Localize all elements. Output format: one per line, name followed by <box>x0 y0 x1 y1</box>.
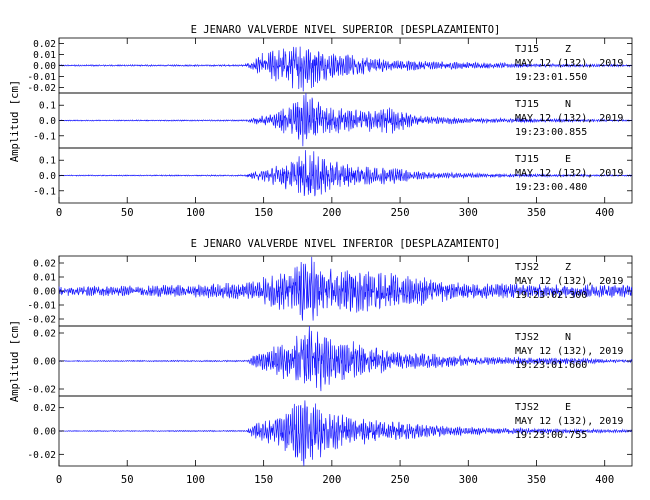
y-tick-label: -0.1 <box>33 186 56 197</box>
y-tick-label: 0.00 <box>33 427 56 438</box>
x-tick-label: 300 <box>459 474 478 486</box>
y-tick-label: 0.02 <box>33 329 56 340</box>
y-tick-label: -0.02 <box>27 315 56 326</box>
x-tick-label: 50 <box>121 207 134 219</box>
y-tick-label: 0.02 <box>33 39 56 50</box>
y-axis-label: Amplitud [cm] <box>9 320 21 402</box>
trace-start-time: 19:23:00.755 <box>515 430 587 441</box>
trace-date: MAY 12 (132), 2019 <box>515 113 623 124</box>
trace-start-time: 19:23:00.855 <box>515 127 587 138</box>
x-tick-label: 200 <box>322 207 341 219</box>
waveform-trace <box>58 92 633 147</box>
y-tick-label: -0.01 <box>27 301 56 312</box>
waveform-trace <box>58 46 633 92</box>
component-label: Z <box>565 262 571 273</box>
chart-title: E JENARO VALVERDE NIVEL INFERIOR [DESPLA… <box>191 238 501 250</box>
x-tick-label: 0 <box>56 474 62 486</box>
y-tick-label: 0.00 <box>33 61 56 72</box>
y-tick-label: 0.0 <box>39 116 56 127</box>
waveform-trace <box>58 150 633 197</box>
chart-title: E JENARO VALVERDE NIVEL SUPERIOR [DESPLA… <box>191 24 501 36</box>
x-tick-label: 250 <box>391 207 410 219</box>
trace-date: MAY 12 (132), 2019 <box>515 58 623 69</box>
x-tick-label: 200 <box>322 474 341 486</box>
y-axis-label: Amplitud [cm] <box>9 80 21 162</box>
x-tick-label: 50 <box>121 474 134 486</box>
trace-date: MAY 12 (132), 2019 <box>515 346 623 357</box>
trace-start-time: 19:23:01.550 <box>515 72 587 83</box>
trace-start-time: 19:23:01.660 <box>515 360 587 371</box>
y-tick-label: -0.02 <box>27 385 56 396</box>
trace-date: MAY 12 (132), 2019 <box>515 416 623 427</box>
station-name: TJ15 <box>515 154 539 165</box>
y-tick-label: -0.01 <box>27 72 56 83</box>
x-tick-label: 300 <box>459 207 478 219</box>
y-tick-label: -0.1 <box>33 131 56 142</box>
trace-start-time: 19:23:02.300 <box>515 290 587 301</box>
y-tick-label: 0.1 <box>39 156 56 167</box>
station-name: TJS2 <box>515 402 539 413</box>
y-tick-label: 0.01 <box>33 50 56 61</box>
trace-start-time: 19:23:00.480 <box>515 182 587 193</box>
station-name: TJ15 <box>515 44 539 55</box>
station-name: TJ15 <box>515 99 539 110</box>
x-tick-label: 0 <box>56 207 62 219</box>
x-tick-label: 100 <box>186 474 205 486</box>
waveform-trace <box>58 400 633 467</box>
x-tick-label: 400 <box>595 207 614 219</box>
x-tick-label: 350 <box>527 474 546 486</box>
y-tick-label: 0.00 <box>33 357 56 368</box>
component-label: E <box>565 402 571 413</box>
y-tick-label: 0.02 <box>33 403 56 414</box>
x-tick-label: 150 <box>254 207 273 219</box>
y-tick-label: 0.01 <box>33 273 56 284</box>
waveform-trace <box>58 256 633 321</box>
component-label: N <box>565 99 571 110</box>
y-tick-label: 0.00 <box>33 287 56 298</box>
y-tick-label: 0.02 <box>33 259 56 270</box>
x-tick-label: 350 <box>527 207 546 219</box>
trace-date: MAY 12 (132), 2019 <box>515 276 623 287</box>
y-tick-label: 0.0 <box>39 171 56 182</box>
component-label: Z <box>565 44 571 55</box>
y-tick-label: -0.02 <box>27 450 56 461</box>
component-label: E <box>565 154 571 165</box>
y-tick-label: 0.1 <box>39 101 56 112</box>
component-label: N <box>565 332 571 343</box>
station-name: TJS2 <box>515 262 539 273</box>
trace-date: MAY 12 (132), 2019 <box>515 168 623 179</box>
y-tick-label: -0.02 <box>27 83 56 94</box>
x-tick-label: 150 <box>254 474 273 486</box>
x-tick-label: 400 <box>595 474 614 486</box>
waveform-trace <box>58 325 633 392</box>
x-tick-label: 250 <box>391 474 410 486</box>
x-tick-label: 100 <box>186 207 205 219</box>
station-name: TJS2 <box>515 332 539 343</box>
